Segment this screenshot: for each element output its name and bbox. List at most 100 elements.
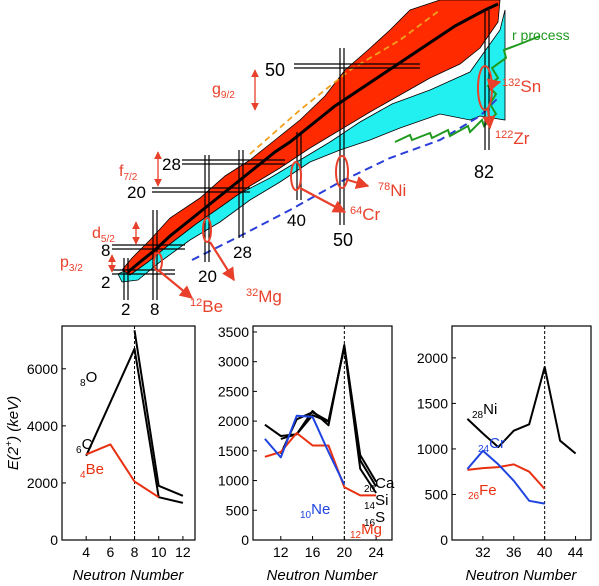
neutron-magic-40: 40 [287, 211, 306, 230]
label-be12: 12Be [190, 297, 223, 316]
y-tick-label: 1500 [218, 443, 249, 459]
x-tick-label: 40 [537, 544, 553, 560]
proton-magic-20: 20 [127, 183, 146, 202]
isotope-label: 16S [364, 509, 385, 529]
y-tick-label: 1000 [218, 473, 249, 489]
label-cr64: 64Cr [350, 205, 381, 224]
y-tick-label: 3000 [218, 354, 249, 370]
orbital-d52: d5/2 [92, 225, 115, 245]
neutron-dripline [191, 95, 501, 261]
nucleus-labels: 12Be 32Mg 64Cr 78Ni 132Sn 122Zr [190, 77, 541, 316]
series-line-2 [85, 443, 160, 499]
panel-right-xlabel: Neutron Number [466, 567, 578, 584]
x-tick-label: 44 [568, 544, 584, 560]
series-line-1 [85, 347, 184, 504]
x-tick-label: 10 [151, 544, 167, 560]
isotope-label: 28Ni [472, 401, 497, 421]
x-tick-label: 16 [305, 544, 321, 560]
y-tick-label: 2000 [417, 350, 448, 366]
y-axis-label: E(2+) (keV) [4, 396, 22, 470]
series-line-2 [279, 345, 377, 494]
panel-middle-xlabel: Neutron Number [267, 567, 379, 584]
y-tick-label: 4000 [27, 418, 58, 434]
panel-middle-frame [252, 325, 393, 541]
isotope-label: 14Si [364, 492, 388, 512]
y-tick-label: 2500 [218, 383, 249, 399]
panel-middle: 0 500 1000 1500 2000 2500 3000 3500 12 16 20 24 20Ca… [218, 324, 395, 584]
y-tick-label: 0 [241, 532, 249, 548]
panel-right-plot: 0 500 1000 1500 2000 32 36 40 44 28Ni 24Cr 26Fe [417, 326, 584, 560]
proton-magic-50: 50 [265, 60, 285, 80]
panel-left-frame [61, 325, 196, 541]
isotope-label: 8O [80, 369, 97, 389]
panel-left-plot: 0 2000 4000 6000 4 6 8 10 12 8O 6C 4Be [27, 326, 191, 560]
orbital-p32: p3/2 [60, 254, 83, 274]
panel-right: 0 500 1000 1500 2000 32 36 40 44 28Ni 24Cr 26Fe Neu… [417, 325, 592, 584]
series-line-0 [466, 366, 577, 455]
y-tick-label: 500 [425, 486, 449, 502]
proton-magic-28: 28 [162, 155, 181, 174]
label-mg32: 32Mg [246, 287, 282, 306]
r-process-label: r process [512, 27, 570, 43]
marker-cr64 [290, 161, 302, 191]
y-tick-label: 6000 [27, 361, 58, 377]
marker-ni78 [335, 155, 349, 189]
label-ni78: 78Ni [378, 181, 406, 200]
x-tick-label: 12 [273, 544, 289, 560]
panel-left-xlabel: Neutron Number [73, 567, 185, 584]
neutron-magic-20: 20 [198, 267, 217, 286]
isotope-label: 4Be [80, 461, 104, 481]
orbital-gap-arrows [108, 69, 259, 273]
isotope-label: 6C [76, 436, 93, 456]
isotope-label: 20Ca [364, 475, 395, 495]
panel-right-frame [451, 325, 592, 541]
x-tick-label: 4 [82, 544, 90, 560]
label-sn132: 132Sn [502, 77, 541, 96]
label-zr122: 122Zr [495, 129, 530, 148]
nuclide-chart: 2 8 20 28 50 2 8 20 28 40 50 82 g9/2 f7/… [60, 0, 570, 319]
y-tick-label: 3500 [218, 324, 249, 340]
isotope-label: 10Ne [300, 501, 330, 521]
x-tick-label: 36 [506, 544, 522, 560]
magic-number-labels: 2 8 20 28 50 2 8 20 28 40 50 82 [101, 60, 494, 319]
neutron-magic-28: 28 [233, 243, 252, 262]
x-tick-label: 8 [131, 544, 139, 560]
neutron-magic-50: 50 [333, 230, 353, 250]
marker-mg32 [202, 217, 212, 243]
y-tick-label: 1000 [417, 441, 448, 457]
x-tick-label: 6 [106, 544, 114, 560]
neutron-magic-2: 2 [121, 300, 130, 319]
isotope-label: 24Cr [478, 435, 505, 455]
proton-dripline [249, 9, 441, 155]
proton-magic-2: 2 [101, 273, 110, 292]
panel-middle-plot: 0 500 1000 1500 2000 2500 3000 3500 12 16 20 24 20Ca… [218, 324, 395, 560]
y-tick-label: 2000 [27, 475, 58, 491]
y-tick-label: 1500 [417, 395, 448, 411]
orbital-g92: g9/2 [212, 81, 235, 101]
y-tick-label: 0 [50, 532, 58, 548]
series-line-1 [467, 463, 546, 490]
x-tick-label: 20 [337, 544, 353, 560]
stability-valley [127, 2, 499, 274]
series-line-4 [264, 414, 346, 486]
neutron-magic-lines [123, 10, 490, 300]
isotope-label: 26Fe [468, 482, 497, 502]
neutron-magic-82: 82 [474, 162, 494, 182]
y-tick-label: 0 [440, 532, 448, 548]
orbital-labels: g9/2 f7/2 d5/2 p3/2 [60, 81, 235, 274]
series-line-2 [466, 449, 545, 505]
neutron-magic-8: 8 [150, 300, 159, 319]
series-line-0 [133, 330, 184, 497]
x-tick-label: 32 [475, 544, 491, 560]
isotope-label: 12Mg [350, 521, 382, 541]
x-tick-label: 12 [175, 544, 191, 560]
y-tick-label: 500 [226, 502, 250, 518]
orbital-f72: f7/2 [119, 163, 138, 183]
y-tick-label: 2000 [218, 413, 249, 429]
stable-nuclei-region [121, 0, 501, 276]
nucleus-arrows [157, 78, 502, 299]
x-tick-label: 24 [368, 544, 384, 560]
proton-magic-8: 8 [101, 241, 110, 260]
